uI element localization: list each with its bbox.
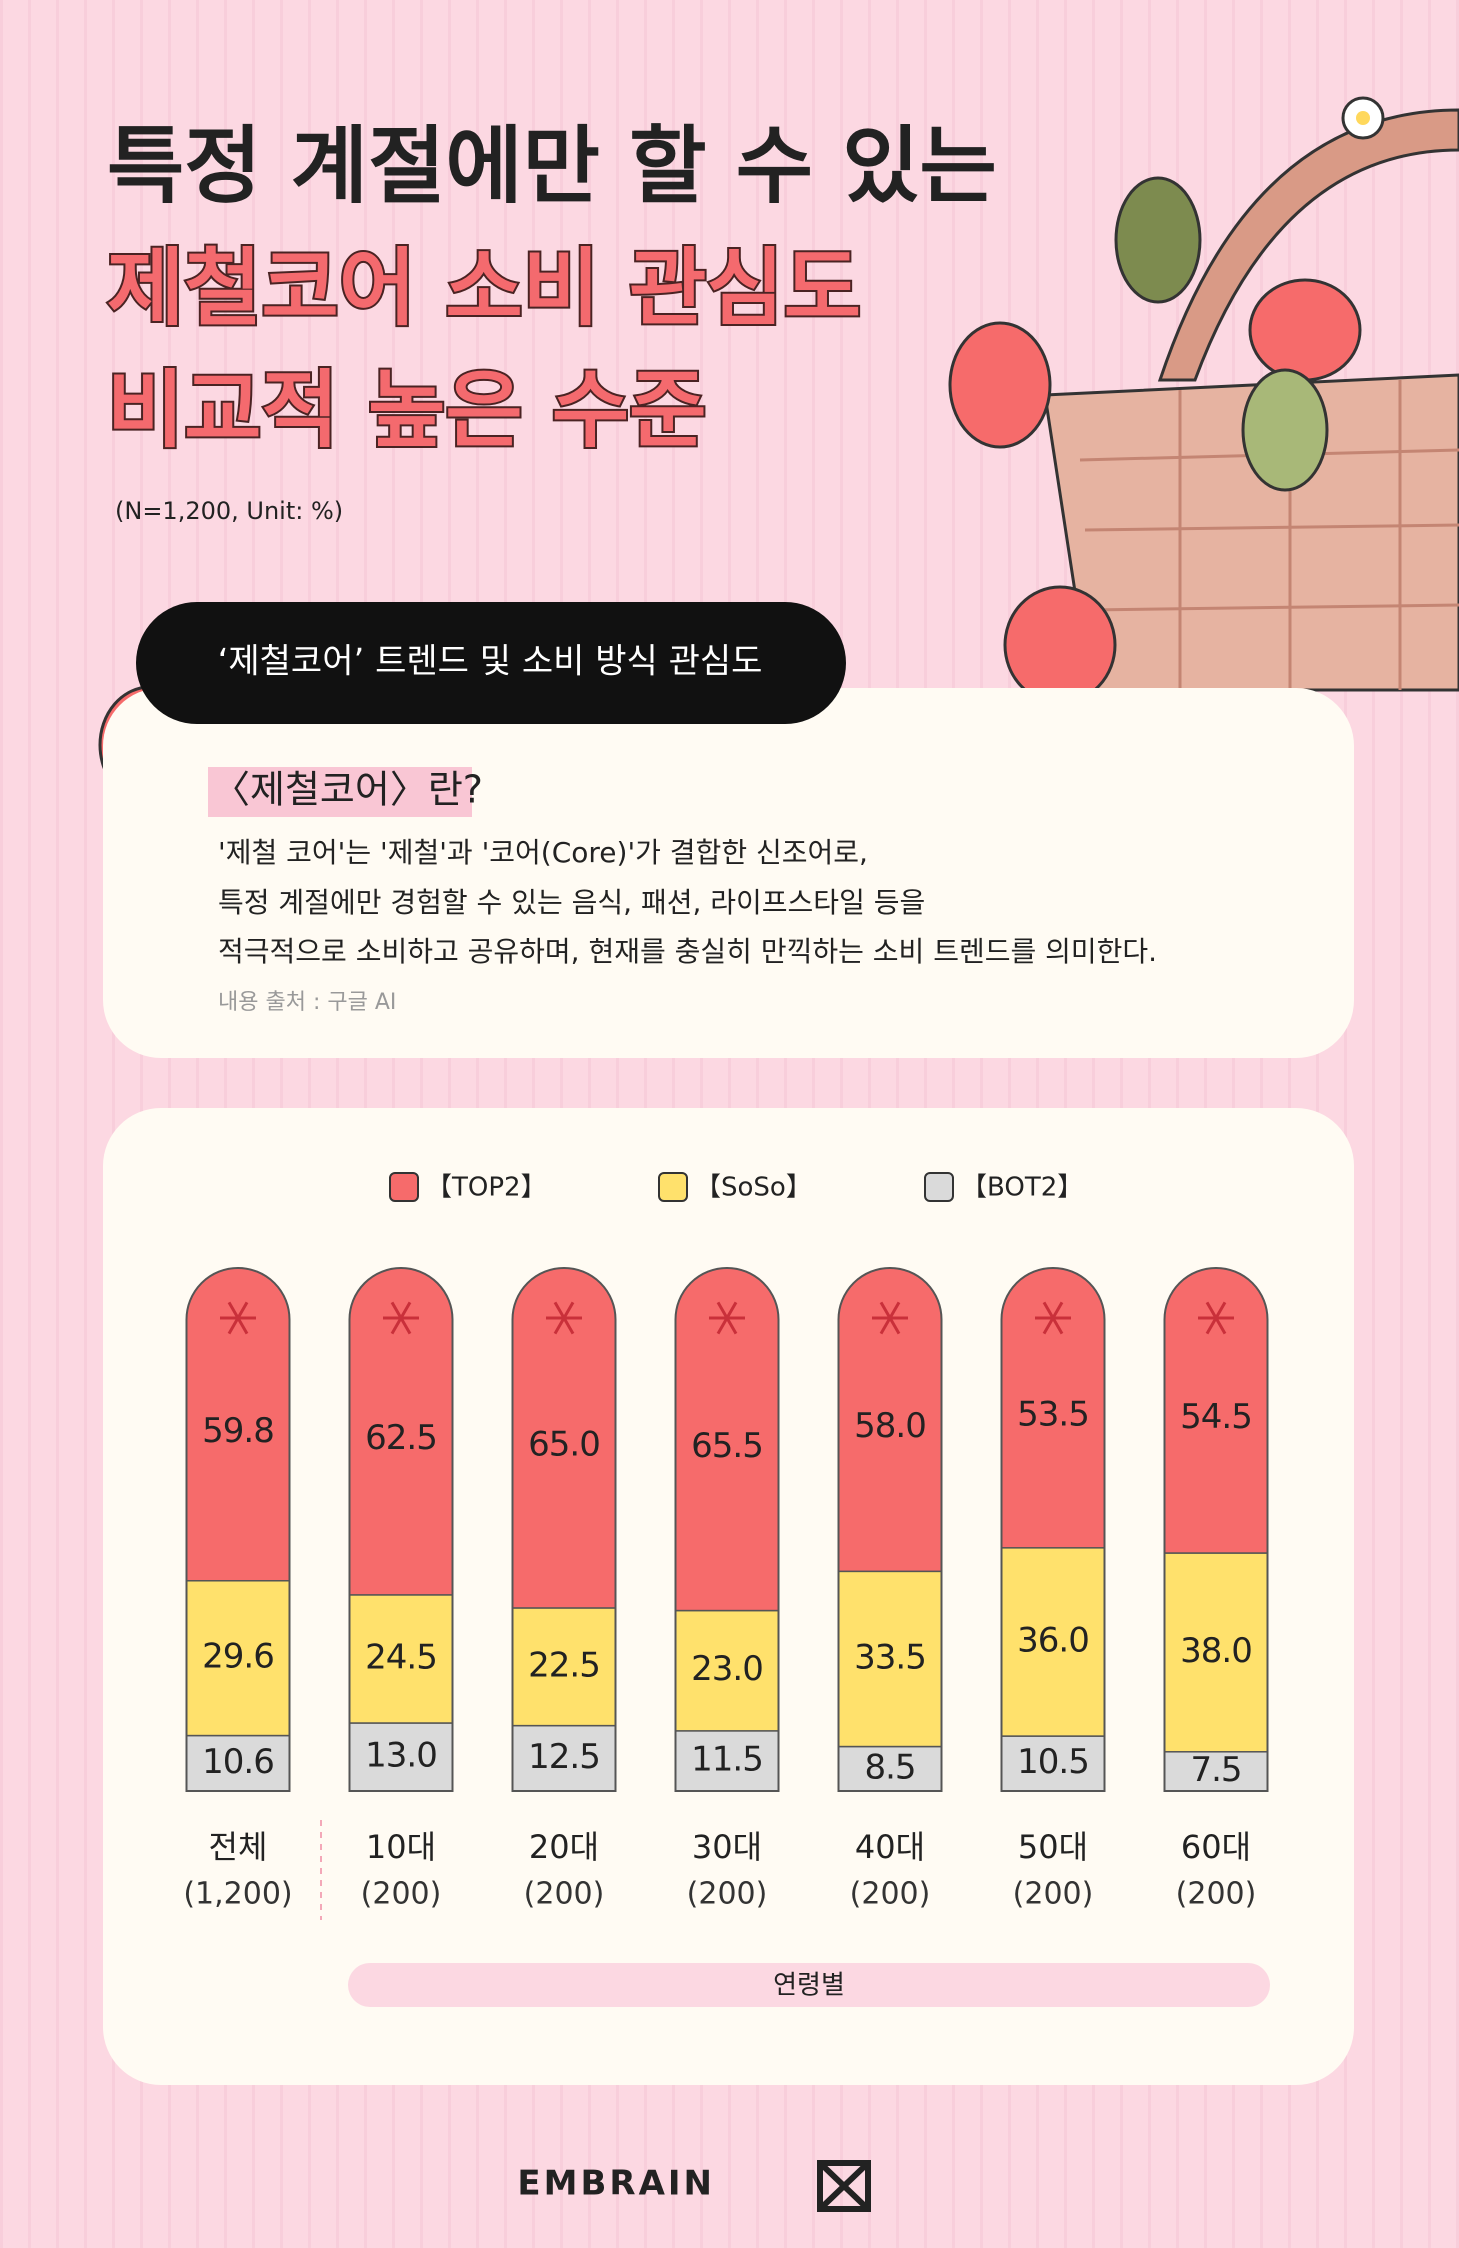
highlight: [208, 767, 472, 817]
value-label: 10.5: [1017, 1742, 1089, 1782]
x-tick-label: 60대: [1181, 1828, 1251, 1866]
bar-segment: [512, 1607, 616, 1727]
sample-size: (200): [524, 1877, 605, 1912]
legend-label: 【TOP2】: [426, 1173, 547, 1203]
value-label: 58.0: [854, 1406, 926, 1446]
snowflake: [1042, 1301, 1064, 1335]
bar-group: [186, 1268, 290, 1792]
value-label: 10.6: [202, 1742, 274, 1782]
title-line: 제철코어 소비 관심도: [107, 239, 861, 337]
x-tick-label: 10대: [366, 1828, 436, 1866]
legend-swatch: [389, 1172, 419, 1202]
x-tick-label: 전체: [209, 1828, 268, 1866]
sample-size: (200): [361, 1877, 442, 1912]
definition-line: 적극적으로 소비하고 공유하며, 현재를 충실히 만끽하는 소비 트렌드를 의미…: [218, 935, 1157, 968]
x-tick-label: 50대: [1018, 1828, 1088, 1866]
value-label: 38.0: [1180, 1631, 1252, 1671]
definition-title: 〈제철코어〉란?: [212, 768, 483, 812]
legend-swatch: [658, 1172, 688, 1202]
bar-segment: [512, 1724, 616, 1792]
value-label: 23.0: [691, 1649, 763, 1689]
bar-outline: [674, 1267, 780, 1792]
bar-segment: [349, 1722, 453, 1792]
sample-size: (1,200): [183, 1877, 292, 1912]
bar-group: [1001, 1268, 1105, 1792]
value-label: 53.5: [1017, 1394, 1089, 1434]
bar-outline: [185, 1267, 291, 1792]
sample-size: (200): [850, 1877, 931, 1912]
value-label: 29.6: [202, 1637, 274, 1677]
source: 내용 출처 : 구글 AI: [218, 990, 396, 1015]
bar-segment: [675, 1268, 779, 1612]
bar-segment: [186, 1268, 290, 1582]
bar-group: [675, 1268, 779, 1792]
bar-segment: [675, 1730, 779, 1792]
x-tick-label: 40대: [855, 1828, 925, 1866]
value-label: 36.0: [1017, 1620, 1089, 1660]
snowflake: [390, 1301, 412, 1335]
legend-swatch: [924, 1172, 954, 1202]
bar-segment: [512, 1268, 616, 1609]
legend-label: 【SoSo】: [695, 1173, 812, 1203]
x-label-pill: [348, 1963, 1270, 2007]
value-label: 12.5: [528, 1737, 600, 1777]
snowflake: [716, 1301, 738, 1335]
bar-outline: [1163, 1267, 1269, 1792]
value-label: 13.0: [365, 1736, 437, 1776]
bar-group: [512, 1268, 616, 1792]
bar-group: [1164, 1268, 1268, 1792]
bar-group: [838, 1268, 942, 1792]
brand: EMBRAIN: [517, 2164, 715, 2204]
bar-segment: [1001, 1547, 1105, 1737]
snowflake: [879, 1301, 901, 1335]
value-label: 59.8: [202, 1411, 274, 1451]
legend-label: 【BOT2】: [961, 1173, 1083, 1203]
bar-segment: [186, 1734, 290, 1792]
value-label: 62.5: [365, 1418, 437, 1458]
value-label: 65.0: [528, 1424, 600, 1464]
title-line: 특정 계절에만 할 수 있는: [107, 117, 997, 215]
sample-size: (200): [1013, 1877, 1094, 1912]
snowflake: [553, 1301, 575, 1335]
x-tick-label: 30대: [692, 1828, 762, 1866]
bar-outline: [511, 1267, 617, 1792]
value-label: 11.5: [691, 1739, 763, 1779]
section-pill: [136, 602, 846, 724]
bar-segment: [349, 1594, 453, 1724]
definition-line: 특정 계절에만 경험할 수 있는 음식, 패션, 라이프스타일 등을: [218, 886, 925, 919]
title-line: 비교적 높은 수준: [107, 361, 706, 459]
value-label: 54.5: [1180, 1397, 1252, 1437]
bar-outline: [1000, 1267, 1106, 1792]
brand-logo: [817, 2160, 871, 2212]
bar-outline: [348, 1267, 454, 1792]
bar-segment: [838, 1570, 942, 1748]
x-axis-label: 연령별: [773, 1971, 845, 2001]
sample-size: (200): [1176, 1877, 1257, 1912]
bar-segment: [349, 1268, 453, 1596]
note: (N=1,200, Unit: %): [115, 497, 343, 525]
value-label: 22.5: [528, 1645, 600, 1685]
value-label: 33.5: [854, 1637, 926, 1677]
definition-line: '제철 코어'는 '제철'과 '코어(Core)'가 결합한 신조어로,: [218, 836, 868, 869]
snowflake: [1205, 1301, 1227, 1335]
bar-segment: [1001, 1268, 1105, 1549]
bar-segment: [1164, 1552, 1268, 1753]
value-label: 7.5: [1190, 1750, 1241, 1790]
sample-size: (200): [687, 1877, 768, 1912]
bar-segment: [838, 1745, 942, 1792]
snowflake: [227, 1301, 249, 1335]
x-tick-label: 20대: [529, 1828, 599, 1866]
value-label: 8.5: [864, 1747, 915, 1787]
section-title: ‘제철코어’ 트렌드 및 소비 방식 관심도: [218, 642, 763, 682]
bar-segment: [1001, 1735, 1105, 1792]
value-label: 24.5: [365, 1637, 437, 1677]
bar-group: [349, 1268, 453, 1792]
value-label: 65.5: [691, 1426, 763, 1466]
bar-segment: [675, 1609, 779, 1732]
bar-outline: [837, 1267, 943, 1792]
